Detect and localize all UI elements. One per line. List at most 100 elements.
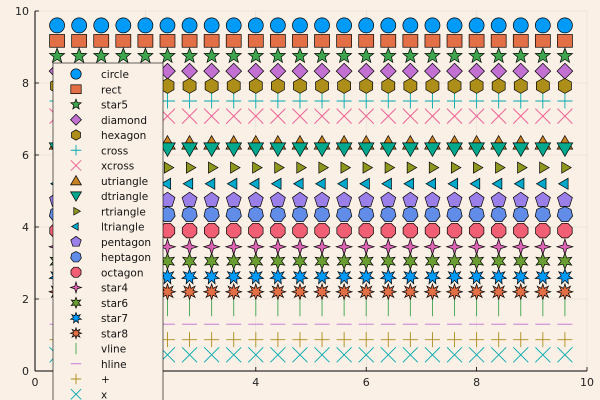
- y-tick-label: 0: [22, 365, 29, 378]
- series-rect: [49, 34, 573, 48]
- circle-marker: [115, 17, 132, 34]
- rtriangle-marker: [450, 161, 462, 174]
- octagon-marker: [314, 222, 330, 239]
- cross-marker: [535, 93, 551, 109]
- plus-marker: [557, 332, 573, 348]
- star5-marker: [313, 47, 331, 64]
- hexagon-marker: [337, 77, 351, 94]
- legend-item: star8: [69, 326, 128, 340]
- star5-marker: [291, 47, 309, 64]
- octagon-marker: [292, 222, 308, 239]
- xcross-marker: [270, 108, 286, 124]
- y-tick-label: 2: [22, 293, 29, 306]
- legend-item: star5: [69, 98, 128, 112]
- star5-marker: [48, 47, 66, 64]
- star5-marker: [203, 47, 221, 64]
- octagon-marker: [336, 222, 352, 239]
- star7-marker: [556, 267, 574, 285]
- octagon-marker: [446, 222, 463, 239]
- plus-marker: [358, 332, 374, 348]
- legend-label: rtriangle: [101, 206, 146, 218]
- hexagon-marker: [513, 77, 528, 94]
- rtriangle-marker: [539, 161, 550, 174]
- rect-marker: [490, 34, 507, 48]
- octagon-marker: [380, 222, 396, 239]
- plus-marker: [513, 332, 529, 348]
- rtriangle-marker: [517, 161, 528, 174]
- cross-marker: [226, 93, 242, 109]
- x-marker: [468, 346, 485, 363]
- star5-marker: [401, 47, 419, 64]
- hexagon-marker: [558, 77, 572, 94]
- plus-marker: [248, 332, 264, 348]
- circle-marker: [93, 17, 110, 34]
- rect-marker: [512, 34, 529, 48]
- star5-marker: [269, 47, 287, 64]
- star7-marker: [180, 267, 199, 285]
- x-marker: [292, 346, 308, 363]
- circle-marker: [292, 17, 308, 34]
- rtriangle-marker: [362, 161, 374, 174]
- legend-item: rect: [70, 84, 121, 96]
- ltriangle-marker: [535, 177, 547, 190]
- x-tick-label: 8: [473, 376, 480, 389]
- dtriangle-marker: [424, 142, 441, 158]
- x-marker: [336, 346, 352, 363]
- dtriangle-marker: [291, 142, 309, 158]
- x-marker: [358, 346, 375, 363]
- plus-marker: [535, 332, 551, 348]
- plus-marker: [380, 332, 396, 348]
- cross-marker: [336, 93, 352, 109]
- star7-marker: [512, 267, 530, 285]
- legend-label: cross: [101, 145, 128, 157]
- ltriangle-marker: [314, 177, 326, 190]
- star5-marker: [92, 47, 110, 64]
- legend-item: octagon: [70, 266, 144, 279]
- plus-marker: [447, 332, 463, 348]
- ltriangle-marker: [248, 177, 260, 190]
- star8-marker: [379, 282, 398, 301]
- cross-marker: [447, 93, 463, 109]
- dtriangle-marker: [203, 142, 221, 158]
- ltriangle-marker: [226, 177, 238, 190]
- star5-marker: [247, 47, 265, 64]
- rect-marker: [468, 34, 485, 48]
- x-marker: [490, 346, 507, 363]
- circle-marker: [336, 17, 352, 34]
- circle-marker: [402, 17, 419, 34]
- series-dtriangle: [48, 142, 574, 158]
- legend-hexagon-icon: [71, 129, 81, 141]
- legend-cross-icon: [70, 145, 82, 156]
- xcross-marker: [468, 108, 485, 124]
- star7-marker: [335, 267, 353, 285]
- rect-marker: [534, 34, 551, 48]
- circle-marker: [557, 17, 573, 34]
- star7-marker: [225, 267, 243, 285]
- legend-item: vline: [75, 342, 126, 356]
- legend-star4-icon: [69, 280, 83, 295]
- star5-marker: [512, 47, 530, 64]
- circle-marker: [247, 17, 264, 34]
- x-marker: [181, 346, 198, 363]
- rtriangle-marker: [186, 161, 197, 174]
- legend-item: ltriangle: [70, 222, 144, 234]
- xcross-marker: [181, 108, 198, 124]
- ltriangle-marker: [337, 177, 348, 190]
- dtriangle-marker: [159, 142, 176, 158]
- star8-marker: [158, 282, 177, 301]
- xcross-marker: [424, 108, 441, 124]
- rect-marker: [159, 34, 176, 48]
- legend-star5-icon: [69, 98, 83, 110]
- star5-marker: [379, 47, 397, 64]
- heptagon-marker: [225, 206, 242, 222]
- legend-item: star4: [69, 280, 128, 295]
- legend-star8-icon: [69, 326, 83, 340]
- ltriangle-marker: [513, 177, 525, 190]
- heptagon-marker: [402, 206, 419, 222]
- octagon-marker: [557, 222, 573, 239]
- heptagon-marker: [424, 206, 441, 222]
- rtriangle-marker: [208, 161, 219, 174]
- legend-item: cross: [70, 145, 128, 157]
- star8-marker: [511, 282, 530, 301]
- star5-marker: [136, 47, 154, 64]
